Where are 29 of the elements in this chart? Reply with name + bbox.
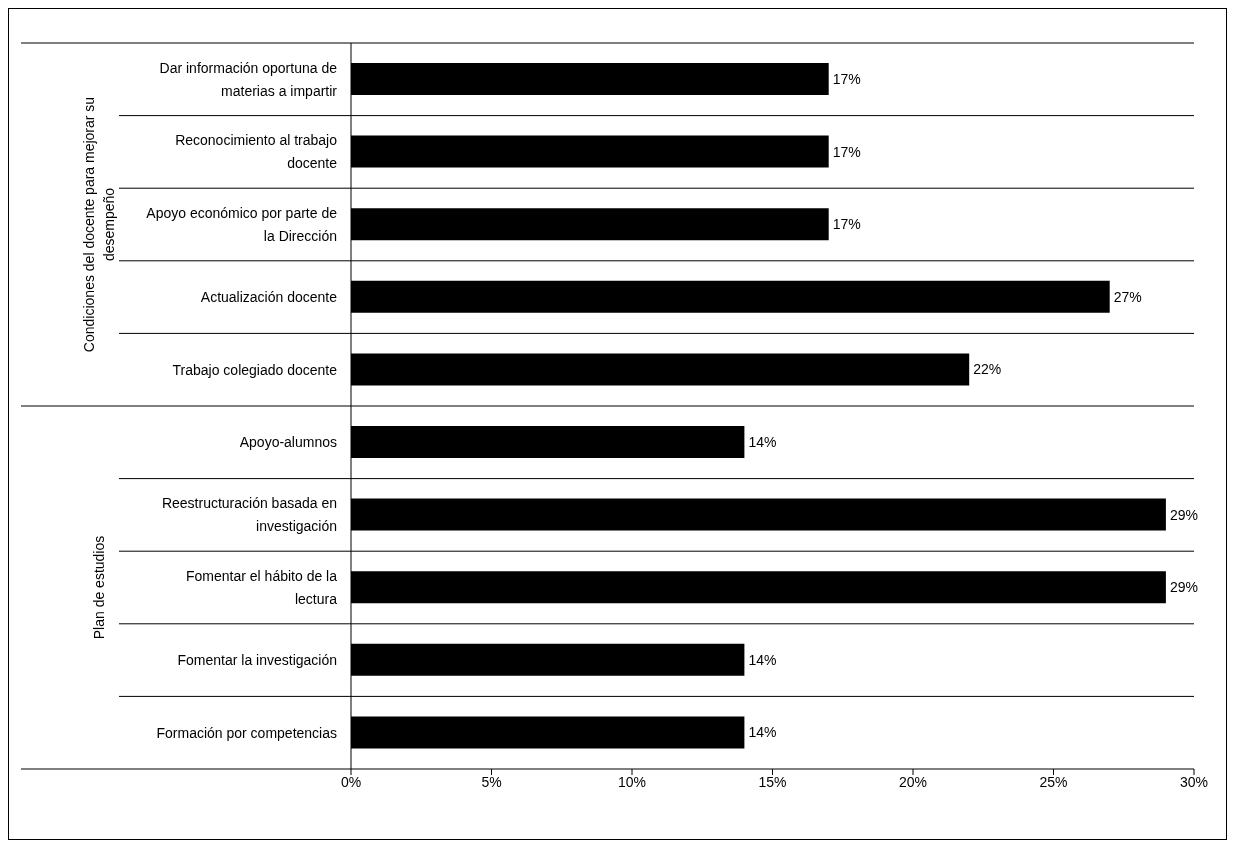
y-tick-label: Fomentar el hábito de la lectura xyxy=(186,568,338,607)
y-tick-label: Reconocimiento al trabajo docente xyxy=(175,132,338,172)
data-label: 17% xyxy=(832,216,861,233)
y-tick-label: Apoyo económico por parte de la Dirección xyxy=(146,205,338,244)
data-label: 17% xyxy=(832,143,861,160)
data-label: 14% xyxy=(748,651,777,668)
data-label: 29% xyxy=(1169,579,1198,596)
data-label: 17% xyxy=(832,70,861,87)
x-tick-label: 10% xyxy=(617,773,647,790)
data-label: 27% xyxy=(1113,288,1142,305)
text: Plan de estudios xyxy=(91,535,107,640)
y-tick-label: Trabajo colegiado docente xyxy=(172,361,338,378)
x-tick-label: 15% xyxy=(758,773,787,790)
x-tick-label: 25% xyxy=(1039,773,1068,790)
data-label: 14% xyxy=(748,433,777,450)
x-tick-label: 20% xyxy=(898,773,928,790)
data-label: 22% xyxy=(973,361,1002,378)
y-tick-label: Apoyo-alumnos xyxy=(239,434,337,451)
y-tick-label: Dar información oportuna de materias a impartir xyxy=(159,59,338,99)
x-tick-label: 30% xyxy=(1179,773,1209,790)
data-label: 14% xyxy=(748,724,777,741)
x-tick-label: 5% xyxy=(481,773,502,790)
y-tick-label: Reestructuración basada en investigación xyxy=(161,495,337,535)
x-tick-label: 0% xyxy=(340,773,362,790)
y-tick-label: Formación por competencias xyxy=(156,724,337,741)
data-label: 29% xyxy=(1169,506,1198,523)
y-tick-label: Actualización docente xyxy=(200,289,338,306)
text: Condiciones del docente para mejorar su desempeño xyxy=(81,96,117,353)
y-tick-label: Fomentar la investigación xyxy=(177,652,337,669)
